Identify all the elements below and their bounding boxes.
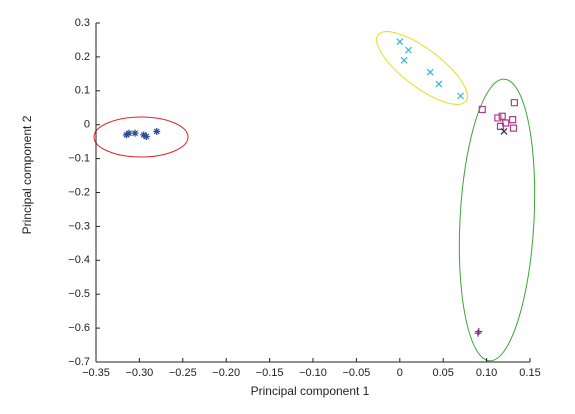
- data-point: [474, 329, 482, 337]
- cluster-ellipse: [458, 78, 536, 362]
- y-tick-label: −0.3: [68, 220, 90, 232]
- data-point: [498, 112, 506, 120]
- data-point: [426, 68, 434, 76]
- data-point: [478, 105, 486, 114]
- x-tick-label: 0.15: [519, 367, 540, 379]
- y-tick-label: 0.3: [75, 17, 90, 29]
- x-tick-label: 0: [397, 367, 403, 379]
- x-tick-label: −0.15: [256, 367, 284, 379]
- data-point: [494, 114, 502, 122]
- data-point: [131, 129, 139, 137]
- data-point: [509, 116, 517, 124]
- y-axis-title: Principal component 2: [20, 115, 34, 234]
- data-point: [509, 124, 518, 132]
- data-point: [500, 128, 508, 135]
- data-point: [502, 119, 510, 127]
- x-tick-label: −0.05: [342, 367, 370, 379]
- data-point: [125, 129, 133, 137]
- data-point: [435, 80, 443, 88]
- x-tick-label: −0.25: [169, 367, 197, 379]
- data-point: [400, 56, 408, 64]
- y-tick-label: −0.5: [68, 288, 90, 300]
- data-point: [457, 92, 464, 100]
- y-tick-label: 0.1: [75, 85, 90, 97]
- y-tick-label: −0.4: [68, 254, 90, 266]
- data-point: [510, 99, 518, 107]
- data-point: [122, 131, 130, 139]
- y-tick-label: −0.6: [68, 322, 90, 334]
- y-tick-label: 0: [84, 119, 90, 131]
- cluster-ellipse: [376, 31, 468, 105]
- data-point: [142, 133, 150, 141]
- y-tick-label: −0.7: [68, 356, 90, 368]
- data-point: [140, 131, 148, 139]
- x-tick-label: −0.10: [299, 367, 327, 379]
- y-tick-label: −0.1: [68, 153, 90, 165]
- x-tick-label: −0.20: [212, 367, 240, 379]
- data-point: [475, 327, 483, 335]
- data-point: [496, 122, 505, 130]
- data-point: [153, 127, 161, 135]
- data-point: [405, 46, 412, 54]
- x-tick-label: 0.05: [432, 367, 453, 379]
- x-axis-title: Principal component 1: [251, 384, 370, 398]
- y-tick-label: 0.2: [75, 51, 90, 63]
- x-tick-label: 0.10: [476, 367, 497, 379]
- data-point: [396, 38, 404, 46]
- x-tick-label: −0.35: [82, 367, 110, 379]
- cluster-ellipse: [93, 116, 189, 158]
- x-tick-label: −0.30: [125, 367, 153, 379]
- y-tick-label: −0.2: [68, 186, 90, 198]
